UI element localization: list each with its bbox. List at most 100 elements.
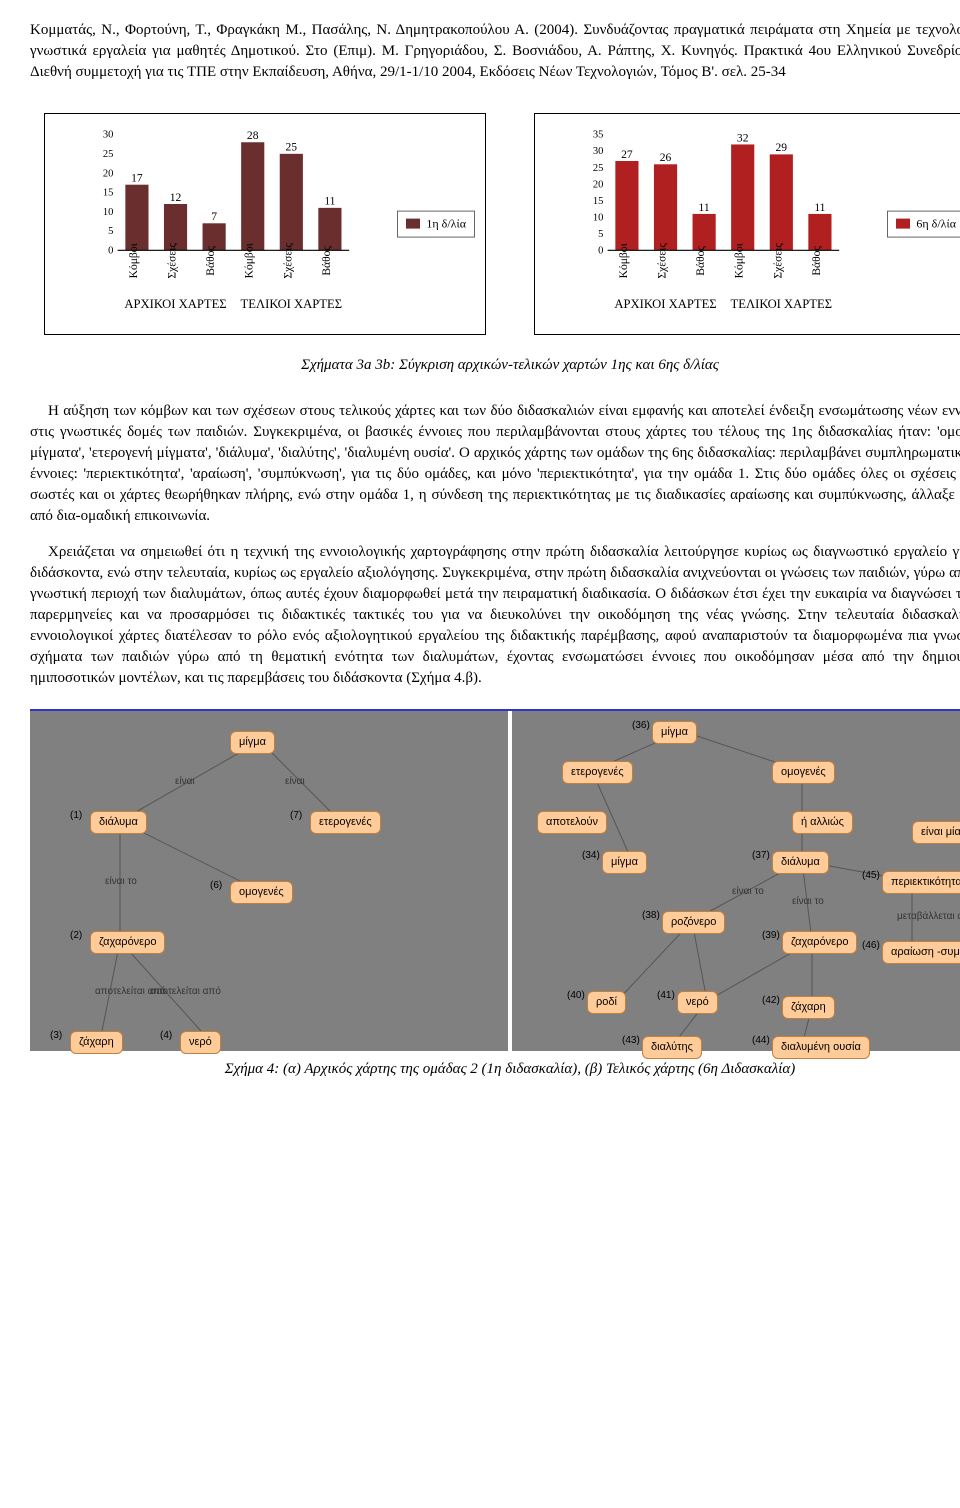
node-number: (46) <box>862 939 880 953</box>
svg-text:Σχέσεις: Σχέσεις <box>656 243 669 279</box>
charts-container: 05101520253017Κόμβοι12Σχέσεις7Βάθος28Κόμ… <box>30 113 960 335</box>
concept-node: ροζόνερο <box>662 911 725 934</box>
concept-node: ζάχαρη <box>782 996 835 1019</box>
node-number: (6) <box>210 879 222 893</box>
node-number: (37) <box>752 849 770 863</box>
svg-text:20: 20 <box>593 179 604 190</box>
edge-label: είναι <box>285 775 305 789</box>
concept-node: ομογενές <box>772 761 835 784</box>
legend-label-b: 6η δ/λία <box>916 216 956 233</box>
charts-caption: Σχήματα 3a 3b: Σύγκριση αρχικών-τελικών … <box>30 355 960 376</box>
svg-text:Κόμβοι: Κόμβοι <box>617 242 630 278</box>
chart-a-legend: 1η δ/λία <box>397 211 475 238</box>
node-number: (1) <box>70 809 82 823</box>
node-number: (40) <box>567 989 585 1003</box>
node-number: (3) <box>50 1029 62 1043</box>
diagrams-container: διάλυμα (1) μίγμα ετερογενές (7) ομογενές (6) ζ… <box>30 709 960 1051</box>
concept-node: περιεκτικότητα <box>882 871 960 894</box>
svg-text:Κόμβοι: Κόμβοι <box>243 242 256 278</box>
concept-node: διάλυμα <box>90 811 147 834</box>
node-number: (2) <box>70 929 82 943</box>
svg-text:10: 10 <box>593 212 604 223</box>
chart-b-box: 0510152025303527Κόμβοι26Σχέσεις11Βάθος32… <box>534 113 960 335</box>
legend-swatch-b <box>896 219 910 229</box>
node-number: (44) <box>752 1034 770 1048</box>
svg-text:10: 10 <box>103 207 114 218</box>
concept-node: διαλυμένη ουσία <box>772 1036 870 1059</box>
concept-node: αποτελούν <box>537 811 607 834</box>
concept-node: ετερογενές <box>310 811 381 834</box>
svg-text:7: 7 <box>211 210 217 223</box>
svg-text:35: 35 <box>593 130 604 141</box>
node-number: (43) <box>622 1034 640 1048</box>
concept-node: ζαχαρόνερο <box>90 931 165 954</box>
node-number: (4) <box>160 1029 172 1043</box>
chart-a-box: 05101520253017Κόμβοι12Σχέσεις7Βάθος28Κόμ… <box>44 113 486 335</box>
svg-text:17: 17 <box>131 172 143 185</box>
svg-text:Σχέσεις: Σχέσεις <box>166 243 179 279</box>
concept-node: είναι μία ιδιότητα <box>912 821 960 844</box>
svg-text:25: 25 <box>103 149 114 160</box>
node-number: (41) <box>657 989 675 1003</box>
concept-node: ροδί <box>587 991 626 1014</box>
concept-node: μίγμα <box>602 851 647 874</box>
concept-node: νερό <box>180 1031 221 1054</box>
svg-text:11: 11 <box>814 201 825 214</box>
svg-text:Σχέσεις: Σχέσεις <box>771 243 784 279</box>
svg-text:ΑΡΧΙΚΟΙ ΧΑΡΤΕΣ: ΑΡΧΙΚΟΙ ΧΑΡΤΕΣ <box>614 297 716 311</box>
svg-text:27: 27 <box>621 148 633 161</box>
svg-text:5: 5 <box>108 226 113 237</box>
svg-text:ΤΕΛΙΚΟΙ ΧΑΡΤΕΣ: ΤΕΛΙΚΟΙ ΧΑΡΤΕΣ <box>241 297 343 311</box>
svg-text:29: 29 <box>776 141 788 154</box>
concept-node: ή αλλιώς <box>792 811 853 834</box>
concept-node: αραίωση -συμπύκνωση <box>882 941 960 964</box>
svg-text:0: 0 <box>108 245 113 256</box>
svg-text:30: 30 <box>103 130 114 141</box>
node-number: (36) <box>632 719 650 733</box>
svg-text:25: 25 <box>593 163 604 174</box>
node-number: (45) <box>862 869 880 883</box>
citation-header: Κομματάς, Ν., Φορτούνη, Τ., Φραγκάκη Μ.,… <box>30 20 960 83</box>
svg-text:15: 15 <box>103 188 114 199</box>
concept-node: ζαχαρόνερο <box>782 931 857 954</box>
svg-text:12: 12 <box>170 191 182 204</box>
concept-node: διαλύτης <box>642 1036 702 1059</box>
svg-text:ΤΕΛΙΚΟΙ ΧΑΡΤΕΣ: ΤΕΛΙΚΟΙ ΧΑΡΤΕΣ <box>731 297 833 311</box>
concept-node: νερό <box>677 991 718 1014</box>
svg-text:28: 28 <box>247 129 259 142</box>
svg-text:5: 5 <box>598 229 603 240</box>
body-paragraph-1: Η αύξηση των κόμβων και των σχέσεων στου… <box>30 401 960 527</box>
body-paragraph-2: Χρειάζεται να σημειωθεί ότι η τεχνική τη… <box>30 542 960 689</box>
node-number: (39) <box>762 929 780 943</box>
legend-label-a: 1η δ/λία <box>426 216 466 233</box>
svg-text:11: 11 <box>324 195 335 208</box>
concept-node: μίγμα <box>652 721 697 744</box>
diagram-a: διάλυμα (1) μίγμα ετερογενές (7) ομογενές (6) ζ… <box>30 711 508 1051</box>
node-number: (42) <box>762 994 780 1008</box>
svg-text:Κόμβοι: Κόμβοι <box>733 242 746 278</box>
edge-label: είναι το <box>105 875 137 889</box>
edge-label: είναι το <box>792 895 824 909</box>
svg-text:15: 15 <box>593 196 604 207</box>
concept-node: ομογενές <box>230 881 293 904</box>
svg-text:30: 30 <box>593 146 604 157</box>
svg-text:ΑΡΧΙΚΟΙ ΧΑΡΤΕΣ: ΑΡΧΙΚΟΙ ΧΑΡΤΕΣ <box>124 297 226 311</box>
diagrams-caption: Σχήμα 4: (α) Αρχικός χάρτης της ομάδας 2… <box>30 1059 960 1080</box>
svg-text:26: 26 <box>660 151 672 164</box>
concept-node: μίγμα <box>230 731 275 754</box>
concept-node: διάλυμα <box>772 851 829 874</box>
svg-text:Κόμβοι: Κόμβοι <box>127 242 140 278</box>
node-number: (7) <box>290 809 302 823</box>
concept-node: ετερογενές <box>562 761 633 784</box>
svg-text:0: 0 <box>598 245 603 256</box>
diagram-b: μίγμα(36)ετερογενέςομογενέςαποτελούνή αλ… <box>512 711 960 1051</box>
svg-text:20: 20 <box>103 168 114 179</box>
legend-swatch-a <box>406 219 420 229</box>
edge-label: είναι το <box>732 885 764 899</box>
concept-node: ζάχαρη <box>70 1031 123 1054</box>
chart-b-legend: 6η δ/λία <box>887 211 960 238</box>
svg-text:25: 25 <box>286 141 298 154</box>
edge-label: αποτελείται από <box>150 985 221 999</box>
svg-text:Σχέσεις: Σχέσεις <box>281 243 294 279</box>
edge-label: είναι <box>175 775 195 789</box>
